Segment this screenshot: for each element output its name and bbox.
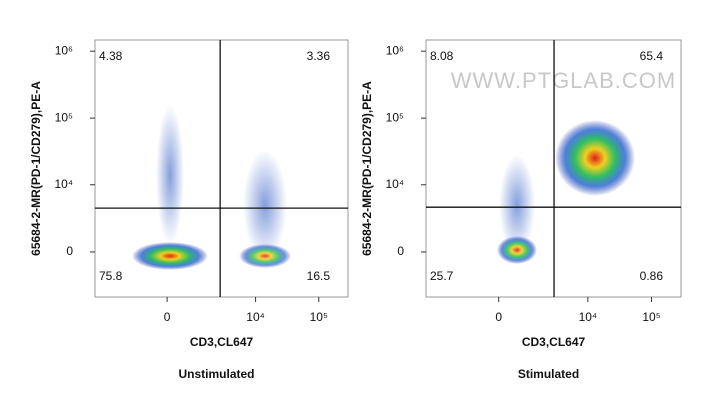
quadrant-percent: 25.7 <box>430 269 454 283</box>
y-axis-title: 65684-2-MR(PD-1/CD279),PE-A <box>360 81 374 256</box>
x-tick-label: 10⁴ <box>246 310 265 324</box>
quadrant-percent: 65.4 <box>640 49 664 63</box>
quadrant-percent: 75.8 <box>99 269 123 283</box>
watermark: WWW.PTGLAB.COM <box>451 68 676 93</box>
y-tick-label: 10⁶ <box>386 43 404 57</box>
x-axis-title: CD3,CL647 <box>522 335 586 349</box>
y-tick-label: 10⁵ <box>55 110 73 124</box>
y-tick-label: 10⁴ <box>385 177 404 191</box>
quadrant-percent: 0.86 <box>640 269 664 283</box>
y-tick-label: 0 <box>397 244 404 258</box>
plot-frame <box>94 39 349 298</box>
caption: Stimulated <box>518 367 579 381</box>
y-tick-label: 10⁴ <box>54 177 73 191</box>
x-tick-label: 10⁴ <box>579 310 598 324</box>
density-clouds <box>132 105 635 270</box>
y-axis-title: 65684-2-MR(PD-1/CD279),PE-A <box>29 81 43 256</box>
quadrant-percent: 8.08 <box>430 49 454 63</box>
quadrant-percent: 16.5 <box>307 269 331 283</box>
x-tick-label: 0 <box>495 310 502 324</box>
x-tick-label: 0 <box>164 310 171 324</box>
x-tick-label: 10⁵ <box>310 310 328 324</box>
y-tick-label: 10⁵ <box>386 110 404 124</box>
quadrant-percent: 3.36 <box>307 49 331 63</box>
x-axis-title: CD3,CL647 <box>190 335 254 349</box>
y-tick-label: 0 <box>66 244 73 258</box>
caption: Unstimulated <box>178 367 254 381</box>
x-tick-label: 10⁵ <box>642 310 660 324</box>
quadrant-percent: 4.38 <box>99 49 123 63</box>
y-tick-label: 10⁶ <box>55 43 73 57</box>
